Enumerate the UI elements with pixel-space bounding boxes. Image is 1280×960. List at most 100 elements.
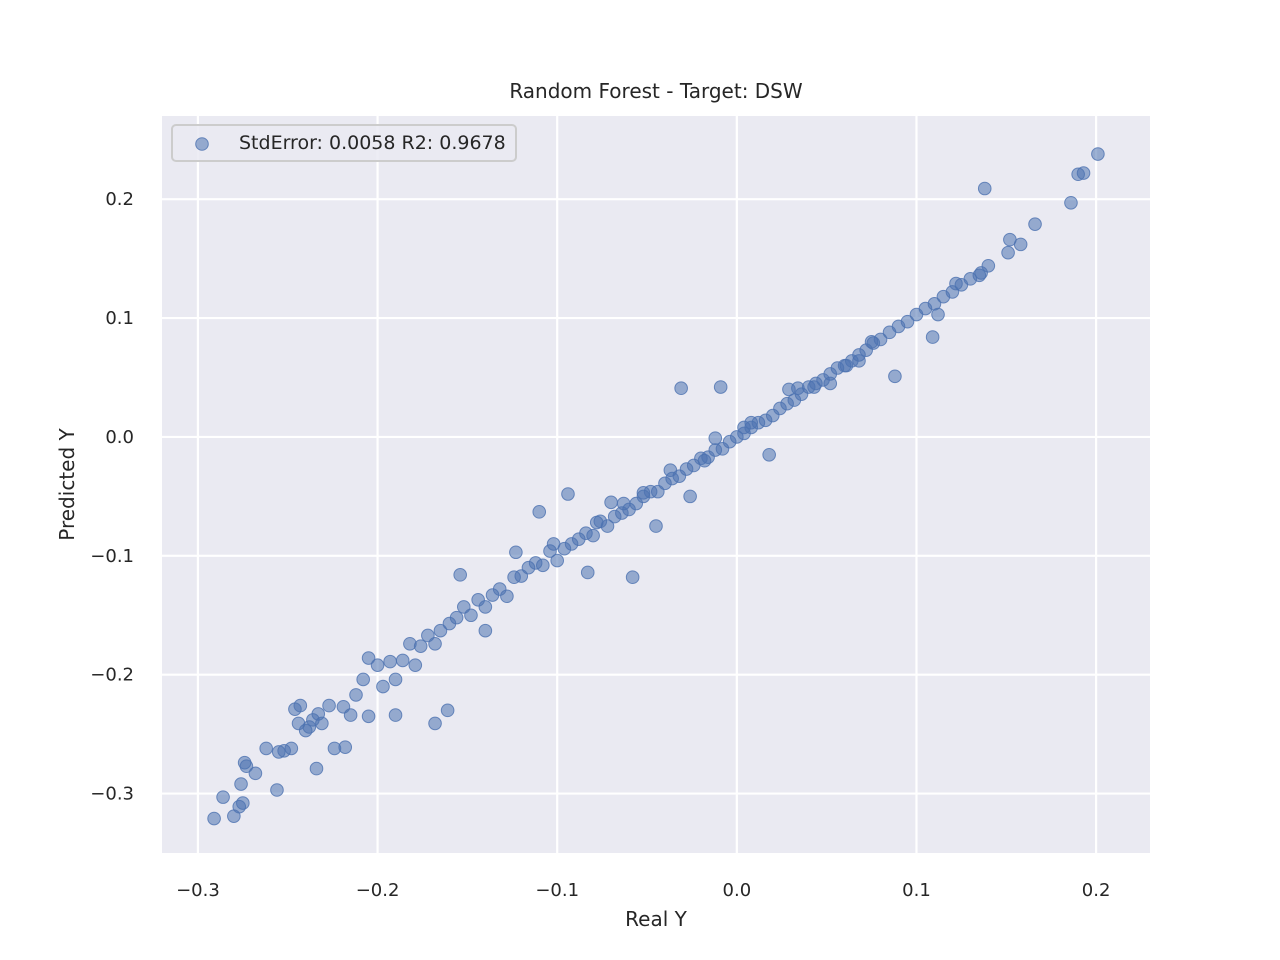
data-point bbox=[625, 570, 640, 585]
data-point bbox=[1091, 147, 1105, 161]
data-point bbox=[356, 672, 370, 687]
data-point bbox=[782, 382, 796, 397]
y-axis-label: Predicted Y bbox=[55, 427, 79, 540]
plot-background bbox=[162, 116, 1150, 853]
data-point bbox=[1076, 166, 1091, 180]
data-point bbox=[616, 496, 631, 511]
data-point bbox=[586, 528, 600, 543]
data-point bbox=[852, 354, 866, 368]
data-point bbox=[464, 608, 478, 623]
legend-marker bbox=[195, 137, 209, 151]
data-point bbox=[604, 495, 618, 510]
data-point bbox=[207, 811, 221, 826]
data-point bbox=[433, 623, 448, 638]
data-point bbox=[293, 698, 308, 713]
data-point bbox=[270, 783, 284, 797]
data-point bbox=[449, 610, 464, 625]
y-tick-label: −0.3 bbox=[90, 784, 134, 805]
data-points bbox=[207, 147, 1105, 826]
legend-box bbox=[171, 124, 517, 162]
chart-title: Random Forest - Target: DSW bbox=[509, 79, 803, 103]
data-point bbox=[708, 431, 723, 445]
data-point bbox=[428, 716, 442, 731]
y-tick-labels: −0.3 −0.2 −0.1 0.0 0.1 0.2 bbox=[90, 189, 134, 804]
legend-label: StdError: 0.0058 R2: 0.9678 bbox=[239, 132, 506, 154]
data-point bbox=[216, 790, 230, 804]
data-point bbox=[361, 709, 376, 724]
data-point bbox=[536, 558, 550, 573]
data-point bbox=[1013, 237, 1028, 252]
data-point bbox=[546, 537, 561, 551]
data-point bbox=[338, 740, 353, 755]
data-point bbox=[807, 380, 821, 394]
data-point bbox=[683, 489, 697, 504]
data-point bbox=[737, 420, 751, 435]
data-point bbox=[440, 703, 455, 718]
y-tick-label: −0.2 bbox=[90, 665, 134, 686]
data-point bbox=[453, 568, 467, 582]
data-point bbox=[376, 679, 390, 694]
data-point bbox=[343, 708, 358, 722]
data-point bbox=[713, 380, 728, 394]
x-tick-label: −0.1 bbox=[535, 880, 579, 901]
data-point bbox=[408, 658, 423, 672]
legend: StdError: 0.0058 R2: 0.9678 bbox=[171, 124, 517, 162]
data-point bbox=[234, 777, 248, 791]
data-point bbox=[949, 276, 963, 291]
x-tick-labels: −0.3 −0.2 −0.1 0.0 0.1 0.2 bbox=[176, 880, 1110, 901]
data-point bbox=[864, 335, 879, 349]
data-point bbox=[239, 759, 254, 774]
data-point bbox=[349, 688, 363, 702]
grid-lines bbox=[162, 116, 1150, 853]
data-point bbox=[478, 600, 493, 614]
x-tick-label: 0.0 bbox=[723, 880, 752, 901]
data-point bbox=[413, 639, 428, 653]
data-point bbox=[931, 307, 945, 322]
data-point bbox=[636, 486, 651, 500]
y-tick-label: 0.0 bbox=[105, 427, 134, 448]
data-point bbox=[1028, 217, 1042, 231]
data-point bbox=[888, 369, 902, 384]
data-point bbox=[823, 376, 838, 391]
data-point bbox=[839, 358, 854, 373]
data-point bbox=[236, 796, 250, 810]
data-point bbox=[974, 266, 988, 280]
data-point bbox=[674, 381, 688, 396]
data-point bbox=[478, 623, 493, 638]
data-point bbox=[663, 463, 678, 478]
data-point bbox=[322, 698, 336, 713]
data-point bbox=[509, 545, 523, 560]
y-tick-label: −0.1 bbox=[90, 546, 134, 567]
data-point bbox=[550, 553, 565, 568]
data-point bbox=[925, 330, 940, 344]
data-point bbox=[1064, 195, 1078, 210]
data-point bbox=[532, 505, 547, 519]
y-tick-label: 0.2 bbox=[105, 189, 134, 210]
data-point bbox=[259, 741, 273, 756]
data-point bbox=[248, 766, 263, 781]
data-point bbox=[315, 716, 329, 731]
x-tick-label: 0.1 bbox=[902, 880, 931, 901]
data-point bbox=[580, 565, 595, 580]
data-point bbox=[900, 314, 915, 329]
x-tick-label: −0.2 bbox=[356, 880, 400, 901]
data-point bbox=[1001, 245, 1015, 260]
data-point bbox=[361, 651, 376, 665]
data-point bbox=[388, 708, 403, 722]
data-point bbox=[383, 654, 397, 669]
data-point bbox=[388, 672, 403, 687]
x-tick-label: −0.3 bbox=[176, 880, 220, 901]
data-point bbox=[977, 181, 992, 196]
data-point bbox=[370, 658, 385, 672]
x-axis-label: Real Y bbox=[625, 907, 687, 931]
y-tick-label: 0.1 bbox=[105, 308, 134, 329]
data-point bbox=[649, 519, 663, 533]
data-point bbox=[500, 589, 514, 604]
data-point bbox=[589, 515, 604, 530]
data-point bbox=[395, 653, 410, 668]
data-point bbox=[309, 761, 324, 776]
data-point bbox=[277, 743, 291, 758]
data-point bbox=[428, 636, 442, 651]
data-point bbox=[762, 447, 776, 462]
